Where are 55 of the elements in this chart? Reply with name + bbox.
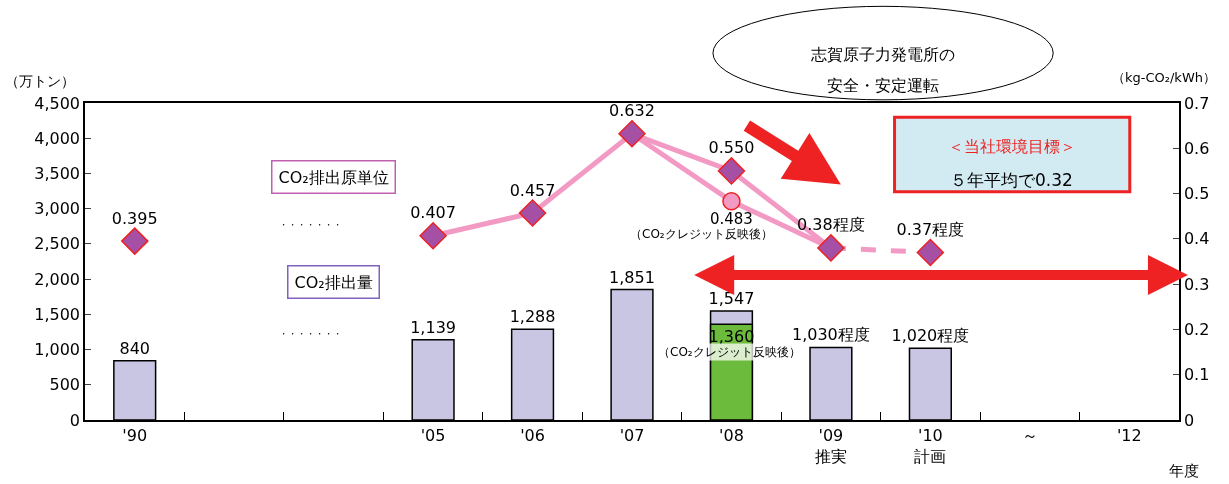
x-axis-title: 年度 bbox=[1169, 462, 1199, 480]
x-tick-label: '12 bbox=[1116, 425, 1142, 445]
data-label: 1,020程度 bbox=[891, 326, 970, 346]
data-label: 840 bbox=[119, 338, 150, 358]
annotation: CO₂排出量 bbox=[294, 272, 373, 292]
y-tick-label: 4,500 bbox=[34, 93, 81, 113]
y-tick-label: 3,000 bbox=[34, 199, 81, 219]
y-tick-label: 500 bbox=[49, 375, 81, 395]
y2-tick-label: 0.1 bbox=[1183, 365, 1210, 385]
data-label: 1,547 bbox=[708, 289, 755, 309]
data-label: 0.632 bbox=[609, 101, 655, 121]
annotation: ５年平均で0.32 bbox=[950, 170, 1073, 190]
data-label: 0.407 bbox=[410, 203, 456, 223]
y2-tick-label: 0.5 bbox=[1183, 184, 1210, 204]
annotation: ・・・・・・・ bbox=[279, 329, 342, 339]
y-tick-label: 2,000 bbox=[34, 269, 81, 289]
x-tick-label: '07 bbox=[619, 425, 645, 445]
y-tick-label: 0 bbox=[69, 410, 81, 430]
text: 安全・安定運転 bbox=[827, 76, 939, 95]
y-tick-label: 4,000 bbox=[34, 128, 81, 148]
x-tick-label: '90 bbox=[122, 425, 148, 445]
y2-tick-label: 0 bbox=[1183, 410, 1195, 430]
annotation: （CO₂クレジット反映後） bbox=[658, 345, 801, 359]
data-label: 0.457 bbox=[509, 180, 556, 200]
data-label: 0.37程度 bbox=[896, 219, 965, 239]
annotation: CO₂排出原単位 bbox=[278, 167, 389, 187]
y-tick-label: 1,500 bbox=[34, 304, 81, 324]
x-tick-label: '05 bbox=[420, 425, 446, 445]
annotation: （CO₂クレジット反映後） bbox=[630, 227, 773, 241]
x-tick-label: '06 bbox=[520, 425, 545, 445]
data-label: 0.395 bbox=[111, 208, 158, 228]
y2-tick-label: 0.2 bbox=[1183, 320, 1210, 340]
y-axis-title: （万トン） bbox=[5, 73, 75, 89]
data-label: 0.483 bbox=[709, 210, 753, 229]
data-label: 0.550 bbox=[708, 138, 755, 158]
data-label: 1,030程度 bbox=[792, 325, 870, 345]
y2-tick-label: 0.6 bbox=[1183, 138, 1210, 158]
y-tick-label: 3,500 bbox=[34, 164, 81, 184]
y-tick-label: 1,000 bbox=[34, 340, 81, 360]
data-label: 0.38程度 bbox=[797, 215, 865, 235]
x-tick-label: '08 bbox=[719, 425, 744, 445]
data-label: 1,288 bbox=[509, 307, 556, 327]
annotation: ・・・・・・・ bbox=[279, 220, 342, 230]
y2-axis-title: （kg-CO₂/kWh） bbox=[1112, 70, 1216, 85]
y2-tick-label: 0.3 bbox=[1183, 274, 1210, 294]
data-label: 1,851 bbox=[609, 267, 655, 287]
x-tick-label: ～ bbox=[1021, 425, 1038, 445]
x-tick-label: '10 計画 bbox=[914, 425, 947, 466]
y2-tick-label: 0.7 bbox=[1183, 93, 1210, 113]
text: 志賀原子力発電所の bbox=[811, 45, 955, 64]
x-tick-label: '09 推実 bbox=[814, 425, 847, 466]
annotation: ＜当社環境目標＞ bbox=[948, 137, 1076, 156]
y2-tick-label: 0.4 bbox=[1183, 229, 1210, 249]
y-tick-label: 2,500 bbox=[34, 234, 81, 254]
data-label: 1,139 bbox=[410, 317, 456, 337]
